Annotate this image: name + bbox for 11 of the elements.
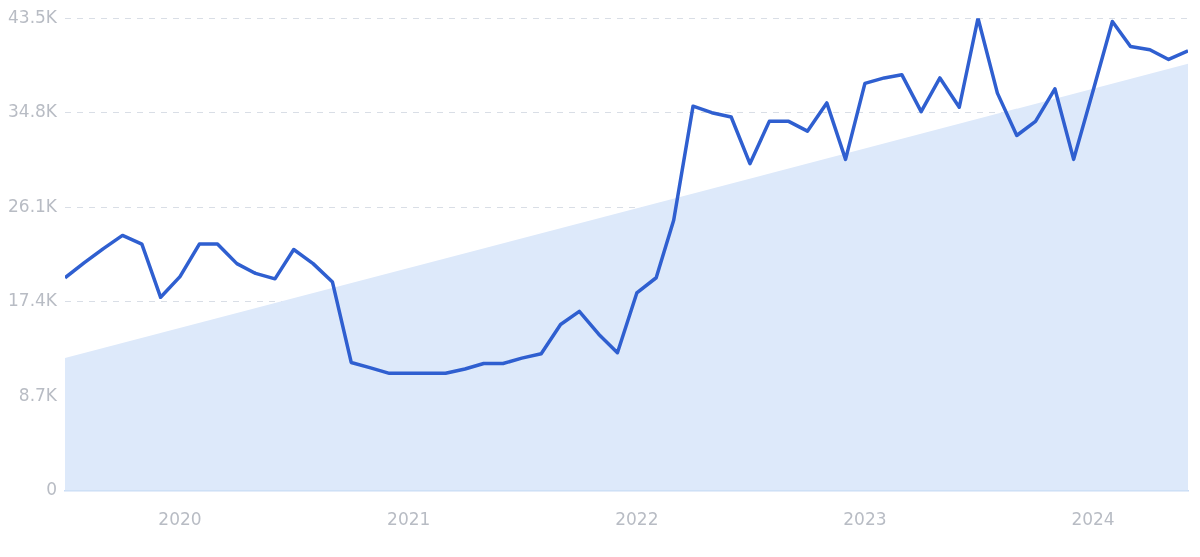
x-tick-label: 2022 — [615, 509, 659, 530]
x-tick-label: 2024 — [1071, 509, 1115, 530]
x-tick-label: 2023 — [843, 509, 887, 530]
x-tick-label: 2020 — [158, 509, 202, 530]
y-tick-label: 43.5K — [8, 6, 58, 27]
y-tick-label: 34.8K — [8, 101, 58, 122]
y-tick-label: 0 — [46, 479, 57, 500]
y-tick-label: 8.7K — [18, 384, 58, 405]
y-tick-label: 26.1K — [8, 195, 58, 216]
y-tick-label: 17.4K — [8, 290, 58, 311]
x-tick-label: 2021 — [387, 509, 431, 530]
